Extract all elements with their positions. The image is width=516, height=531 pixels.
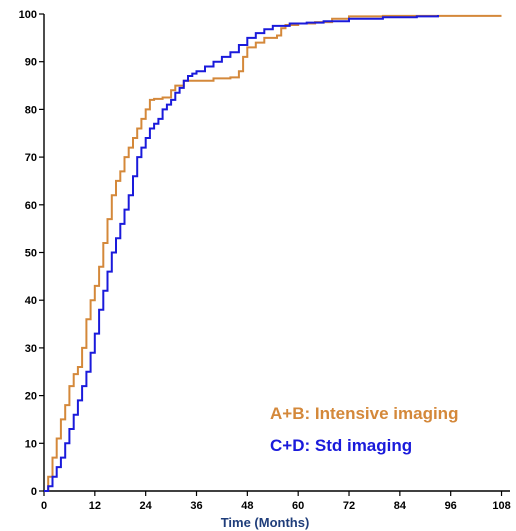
- x-tick-label: 96: [445, 500, 457, 512]
- x-tick-label: 48: [241, 500, 253, 512]
- y-tick-label: 50: [25, 248, 37, 260]
- series-lines: [44, 14, 502, 492]
- series-line-2: [44, 15, 439, 492]
- x-tick-label: 0: [41, 500, 47, 512]
- y-tick-label: 10: [25, 438, 37, 450]
- x-tick-label: 24: [140, 500, 153, 512]
- legend-entry-2: C+D: Std imaging: [270, 436, 412, 455]
- y-tick-label: 0: [31, 486, 37, 498]
- x-tick-label: 12: [89, 500, 101, 512]
- x-tick-label: 108: [492, 500, 510, 512]
- x-tick-label: 84: [394, 500, 407, 512]
- legend: A+B: Intensive imaging C+D: Std imaging: [270, 404, 458, 455]
- y-tick-label: 100: [19, 9, 37, 21]
- y-tick-label: 30: [25, 343, 37, 355]
- x-axis-title: Time (Months): [221, 515, 310, 530]
- legend-entry-1: A+B: Intensive imaging: [270, 404, 458, 423]
- y-tick-label: 90: [25, 57, 37, 69]
- y-tick-label: 40: [25, 295, 37, 307]
- x-tick-label: 60: [292, 500, 304, 512]
- x-tick-label: 36: [190, 500, 202, 512]
- axes: 0 10 20 30 40 50 60 70 80 90 100 0 12 24 36 48 60 72 84 96 1…: [19, 9, 511, 512]
- y-tick-label: 20: [25, 391, 37, 403]
- y-tick-label: 80: [25, 104, 37, 116]
- y-tick-label: 60: [25, 200, 37, 212]
- y-tick-label: 70: [25, 152, 37, 164]
- series-line-1: [44, 14, 502, 492]
- x-tick-label: 72: [343, 500, 355, 512]
